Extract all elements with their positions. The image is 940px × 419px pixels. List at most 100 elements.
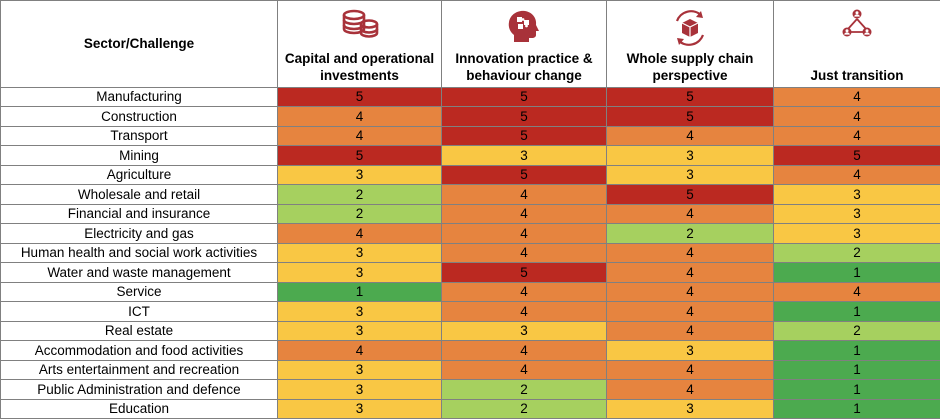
- score-cell: 3: [607, 146, 774, 166]
- sector-label: Manufacturing: [1, 88, 278, 108]
- score-cell: 5: [774, 146, 940, 166]
- head-puzzle-icon: [506, 9, 542, 48]
- score-cell: 2: [774, 321, 940, 342]
- corner-header: Sector/Challenge: [1, 0, 278, 88]
- score-cell: 3: [774, 204, 940, 225]
- score-cell: 4: [774, 107, 940, 127]
- sector-label: Electricity and gas: [1, 224, 278, 244]
- score-cell: 4: [278, 341, 442, 361]
- score-cell: 2: [774, 243, 940, 264]
- score-cell: 4: [774, 165, 940, 186]
- sector-label: ICT: [1, 302, 278, 322]
- sector-label: Construction: [1, 107, 278, 127]
- score-cell: 5: [278, 88, 442, 108]
- column-header-label: Innovation practice & behaviour change: [455, 51, 593, 83]
- corner-header-label: Sector/Challenge: [83, 36, 195, 52]
- score-cell: 4: [607, 282, 774, 303]
- box-cycle-icon: [670, 9, 710, 50]
- score-cell: 5: [607, 88, 774, 108]
- score-cell: 4: [607, 302, 774, 322]
- column-header-supply-chain: Whole supply chain perspective: [607, 0, 774, 88]
- score-cell: 4: [278, 224, 442, 244]
- score-cell: 3: [607, 341, 774, 361]
- score-cell: 4: [607, 321, 774, 342]
- score-cell: 4: [442, 341, 607, 361]
- sector-label: Service: [1, 282, 278, 303]
- score-cell: 1: [774, 263, 940, 283]
- score-cell: 5: [607, 107, 774, 127]
- score-cell: 5: [278, 146, 442, 166]
- score-cell: 3: [442, 321, 607, 342]
- score-cell: 1: [774, 360, 940, 381]
- score-cell: 3: [278, 321, 442, 342]
- score-cell: 4: [607, 380, 774, 400]
- coins-icon: [340, 9, 380, 42]
- score-cell: 3: [278, 360, 442, 381]
- score-cell: 1: [774, 341, 940, 361]
- score-cell: 1: [774, 380, 940, 400]
- score-cell: 4: [607, 243, 774, 264]
- score-cell: 4: [607, 360, 774, 381]
- score-cell: 4: [442, 224, 607, 244]
- column-header-innovation: Innovation practice & behaviour change: [442, 0, 607, 88]
- score-cell: 2: [278, 185, 442, 205]
- score-cell: 3: [278, 165, 442, 186]
- score-cell: 4: [442, 185, 607, 205]
- sector-label: Arts entertainment and recreation: [1, 360, 278, 381]
- column-header-capital: Capital and operational investments: [278, 0, 442, 88]
- sector-label: Transport: [1, 126, 278, 147]
- sector-label: Human health and social work activities: [1, 243, 278, 264]
- score-cell: 4: [774, 126, 940, 147]
- column-header-label: Capital and operational investments: [284, 51, 435, 83]
- score-cell: 5: [442, 107, 607, 127]
- sector-label: Accommodation and food activities: [1, 341, 278, 361]
- score-cell: 4: [278, 107, 442, 127]
- score-cell: 4: [774, 282, 940, 303]
- score-cell: 5: [442, 165, 607, 186]
- score-cell: 5: [442, 263, 607, 283]
- score-cell: 3: [442, 146, 607, 166]
- score-cell: 5: [442, 126, 607, 147]
- sector-label: Mining: [1, 146, 278, 166]
- sector-label: Water and waste management: [1, 263, 278, 283]
- column-header-label: Just transition: [810, 68, 904, 83]
- score-cell: 4: [607, 204, 774, 225]
- sector-label: Financial and insurance: [1, 204, 278, 225]
- score-cell: 1: [278, 282, 442, 303]
- score-cell: 4: [442, 282, 607, 303]
- score-cell: 1: [774, 302, 940, 322]
- score-cell: 4: [442, 204, 607, 225]
- score-cell: 2: [442, 399, 607, 419]
- sector-label: Wholesale and retail: [1, 185, 278, 205]
- sector-label: Education: [1, 399, 278, 419]
- score-cell: 2: [278, 204, 442, 225]
- score-cell: 3: [278, 302, 442, 322]
- score-cell: 3: [278, 399, 442, 419]
- score-cell: 1: [774, 399, 940, 419]
- score-cell: 2: [442, 380, 607, 400]
- score-cell: 5: [607, 185, 774, 205]
- score-cell: 3: [774, 224, 940, 244]
- score-cell: 4: [607, 126, 774, 147]
- score-cell: 4: [442, 360, 607, 381]
- column-header-just-transition: Just transition: [774, 0, 940, 88]
- score-cell: 3: [607, 399, 774, 419]
- score-cell: 4: [442, 302, 607, 322]
- score-cell: 2: [607, 224, 774, 244]
- people-network-icon: [840, 9, 874, 42]
- score-cell: 3: [607, 165, 774, 186]
- score-cell: 3: [278, 243, 442, 264]
- score-cell: 4: [442, 243, 607, 264]
- score-cell: 4: [774, 88, 940, 108]
- sector-label: Public Administration and defence: [1, 380, 278, 400]
- score-cell: 3: [278, 263, 442, 283]
- sector-label: Agriculture: [1, 165, 278, 186]
- score-cell: 4: [607, 263, 774, 283]
- score-cell: 4: [278, 126, 442, 147]
- score-cell: 5: [442, 88, 607, 108]
- sector-label: Real estate: [1, 321, 278, 342]
- score-cell: 3: [774, 185, 940, 205]
- score-cell: 3: [278, 380, 442, 400]
- column-header-label: Whole supply chain perspective: [626, 51, 754, 83]
